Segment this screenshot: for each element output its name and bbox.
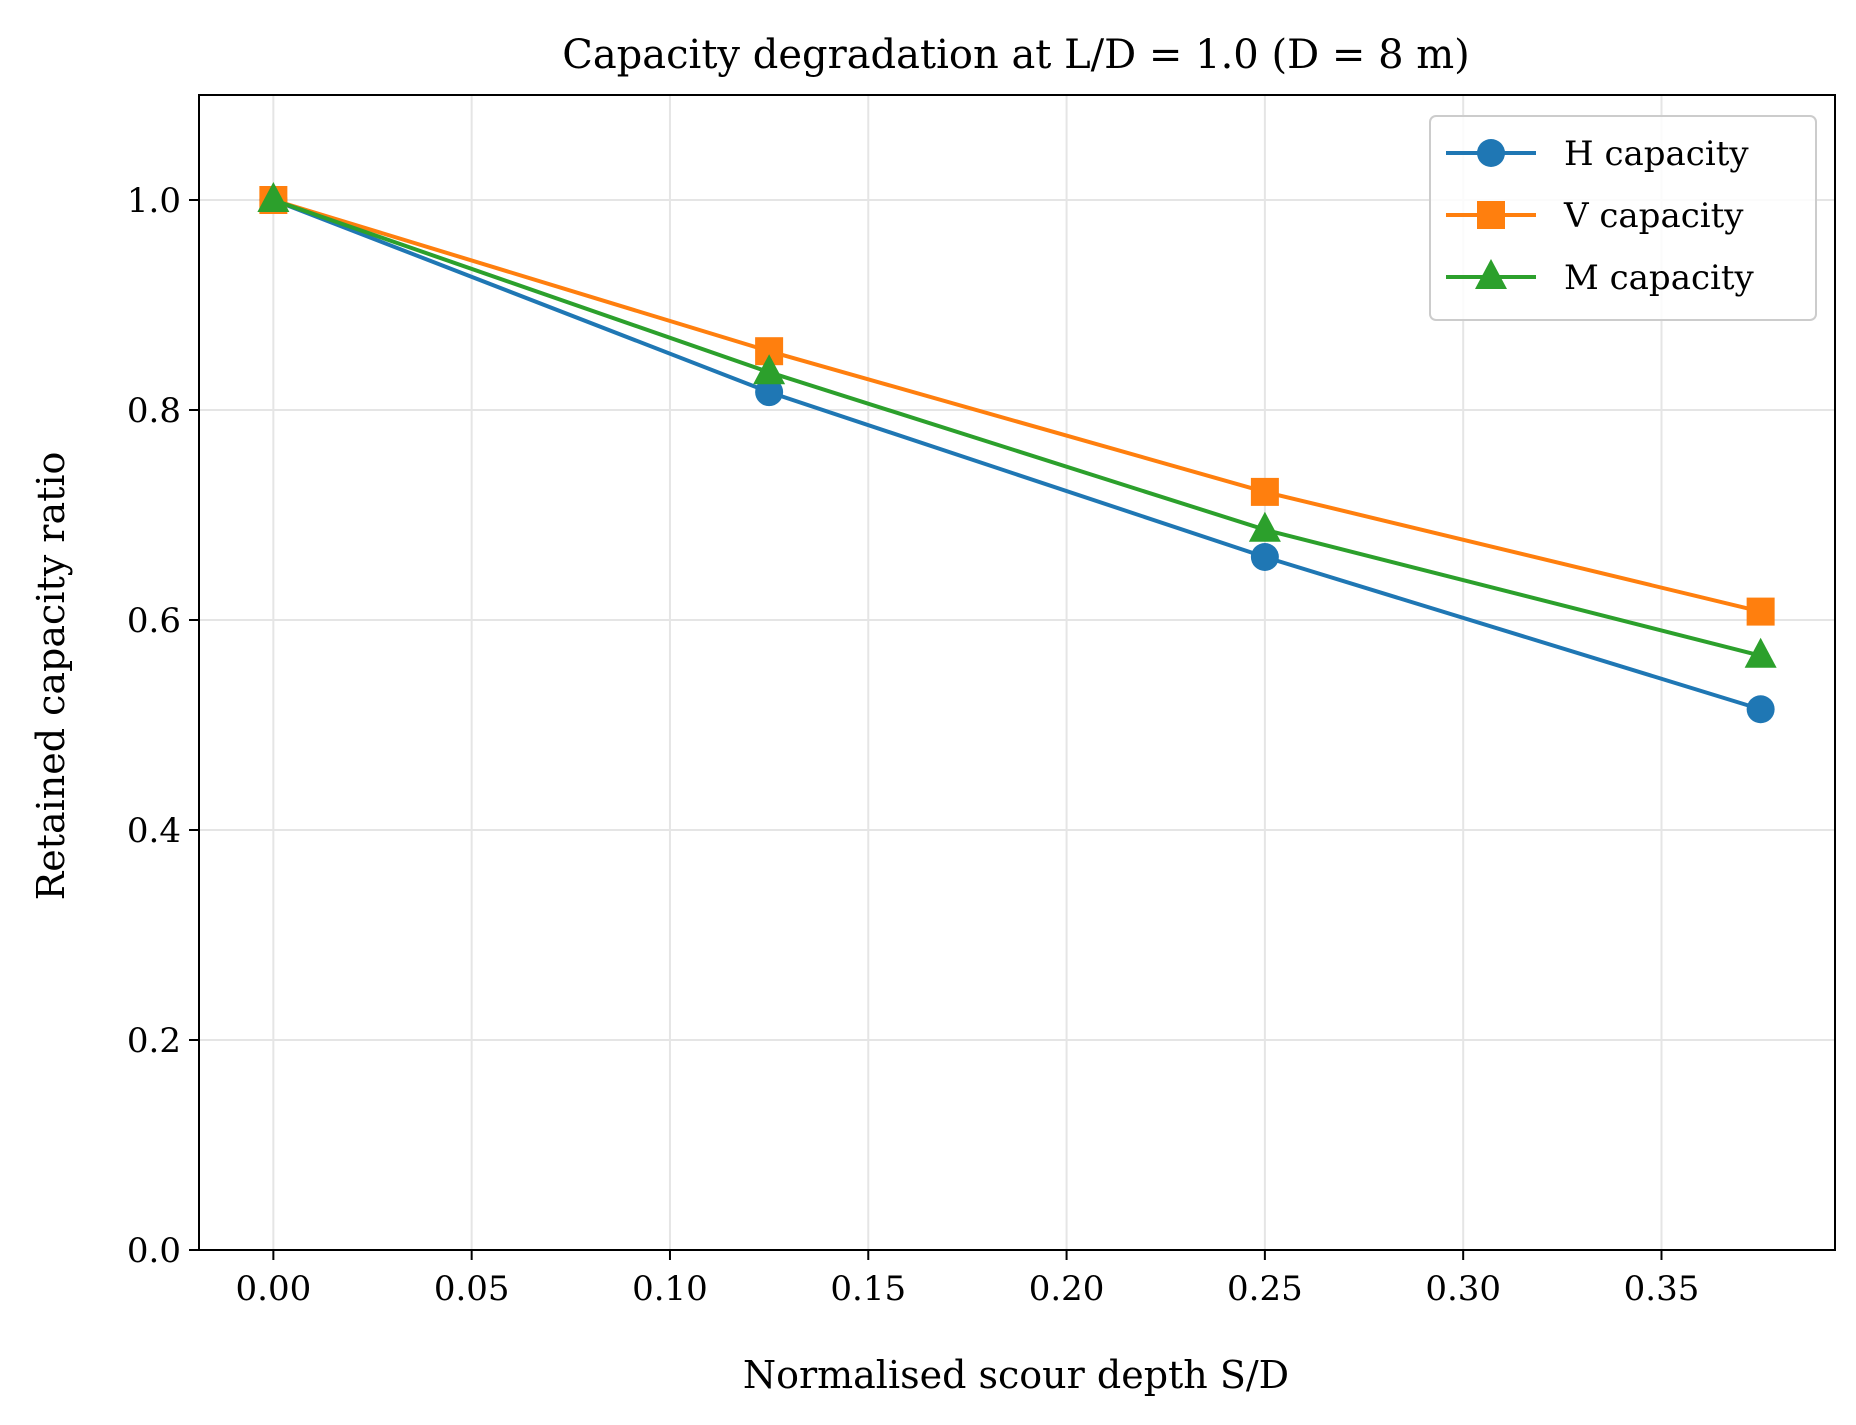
series-line bbox=[272, 198, 1762, 658]
y-tick-label: 0.8 bbox=[127, 391, 181, 431]
data-point bbox=[1248, 511, 1281, 542]
data-point bbox=[753, 354, 786, 385]
legend: H capacity V capacity M capacity bbox=[1429, 115, 1817, 321]
y-tick-label: 0.0 bbox=[127, 1231, 181, 1271]
series-layer bbox=[257, 182, 1777, 724]
series-line bbox=[272, 198, 1762, 614]
x-tick-label: 0.10 bbox=[632, 1269, 708, 1309]
plot-frame bbox=[198, 94, 1836, 1251]
x-tick-label: 0.05 bbox=[434, 1269, 510, 1309]
data-point bbox=[1746, 695, 1775, 724]
x-tick-label: 0.25 bbox=[1227, 1269, 1303, 1309]
legend-item: V capacity bbox=[1446, 196, 1744, 236]
series-m-capacity bbox=[257, 182, 1777, 668]
legend-marker bbox=[1477, 139, 1505, 167]
data-point bbox=[1250, 543, 1279, 571]
legend-label: H capacity bbox=[1564, 134, 1749, 174]
chart-title: Capacity degradation at L/D = 1.0 (D = 8… bbox=[562, 32, 1470, 78]
data-point bbox=[1744, 637, 1777, 668]
legend-marker bbox=[1475, 259, 1507, 289]
legend-label: V capacity bbox=[1563, 196, 1744, 236]
x-tick-label: 0.35 bbox=[1624, 1269, 1700, 1309]
x-tick-label: 0.00 bbox=[236, 1269, 312, 1309]
y-tick-label: 0.6 bbox=[127, 601, 181, 641]
y-tick-label: 1.0 bbox=[127, 181, 181, 221]
x-tick-label: 0.30 bbox=[1425, 1269, 1501, 1309]
y-tick-label: 0.4 bbox=[127, 811, 181, 851]
y-tick-label: 0.2 bbox=[127, 1021, 181, 1061]
x-tick-label: 0.15 bbox=[830, 1269, 906, 1309]
y-axis-label: Retained capacity ratio bbox=[29, 452, 73, 901]
data-point bbox=[257, 182, 290, 212]
legend-box bbox=[1429, 115, 1817, 321]
y-axis: 0.0 0.2 0.4 0.6 0.8 1.0 bbox=[127, 181, 199, 1271]
data-point bbox=[1250, 477, 1279, 506]
x-tick-label: 0.20 bbox=[1029, 1269, 1105, 1309]
series-line bbox=[272, 198, 1762, 712]
x-axis: 0.00 0.05 0.10 0.15 0.20 0.25 0.30 0.35 bbox=[236, 1250, 1700, 1309]
legend-item: H capacity bbox=[1446, 134, 1749, 174]
x-axis-label: Normalised scour depth S/D bbox=[743, 1353, 1289, 1397]
legend-marker bbox=[1477, 201, 1505, 229]
data-point bbox=[1746, 597, 1775, 626]
legend-item: M capacity bbox=[1446, 258, 1755, 298]
legend-label: M capacity bbox=[1564, 258, 1755, 298]
data-point bbox=[755, 378, 784, 407]
